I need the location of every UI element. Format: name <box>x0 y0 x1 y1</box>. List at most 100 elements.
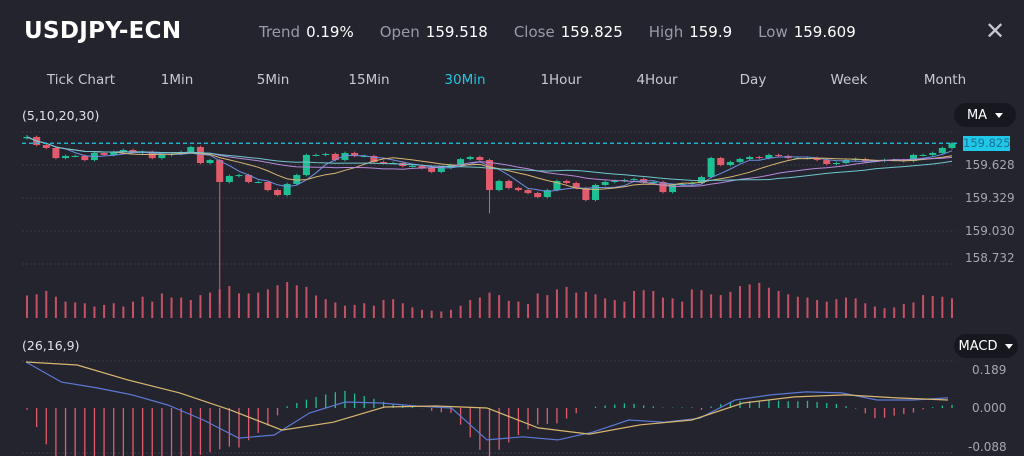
last-price-label: 159.825 <box>963 136 1011 151</box>
volume-bar <box>864 303 867 318</box>
candle-body <box>601 181 609 185</box>
candle-body <box>697 177 705 183</box>
volume-bar <box>45 291 48 318</box>
volume-bar <box>131 301 134 318</box>
ma-indicator-dropdown[interactable]: MA <box>954 103 1016 127</box>
candle-body <box>370 155 378 163</box>
volume-bar <box>575 292 578 318</box>
tab-1min[interactable]: 1Min <box>160 72 194 88</box>
candle-body <box>274 190 282 196</box>
candle-body <box>746 157 754 160</box>
volume-bar <box>257 292 260 318</box>
volume-bar <box>353 304 356 318</box>
volume-bar <box>160 293 163 318</box>
candle-body <box>216 160 224 182</box>
candle-body <box>505 181 513 188</box>
volume-bar <box>449 309 452 318</box>
candle-body <box>302 154 310 176</box>
tab-4hour[interactable]: 4Hour <box>636 72 678 88</box>
volume-bar <box>469 300 472 318</box>
candle-body <box>938 148 946 153</box>
volume-bar <box>372 305 375 318</box>
volume-bar <box>459 305 462 318</box>
volume-bar <box>286 282 289 318</box>
ma5-line <box>26 136 953 193</box>
stat-value: 159.825 <box>560 23 623 41</box>
volume-bar <box>517 301 520 318</box>
tab-5min[interactable]: 5Min <box>256 72 290 88</box>
candle-body <box>119 149 127 152</box>
candle-body <box>466 157 474 160</box>
candle-body <box>765 154 773 159</box>
macd-indicator-dropdown[interactable]: MACD <box>954 334 1018 358</box>
candle-body <box>649 181 657 183</box>
volume-bar <box>209 292 212 318</box>
volume-bar <box>690 289 693 318</box>
volume-bar <box>893 307 896 318</box>
volume-bar <box>363 303 366 318</box>
stat-open: Open 159.518 <box>380 23 488 41</box>
volume-bar <box>343 305 346 318</box>
candle-body <box>23 136 31 139</box>
y-axis-label: 159.628 <box>965 158 1015 172</box>
volume-bar <box>64 301 67 318</box>
candle-body <box>553 181 561 191</box>
volume-bar <box>845 297 848 318</box>
volume-bar <box>430 310 433 318</box>
candle-body <box>235 175 243 177</box>
tab-1hour[interactable]: 1Hour <box>540 72 582 88</box>
y-axis-label: 158.732 <box>965 251 1015 265</box>
timeframe-tabs: Tick Chart 1Min 5Min 15Min 30Min 1Hour 4… <box>0 72 1024 92</box>
volume-bar <box>247 293 250 318</box>
volume-bar <box>681 301 684 318</box>
candle-body <box>563 181 571 183</box>
stat-value: 159.518 <box>425 23 488 41</box>
volume-bar <box>922 295 925 318</box>
volume-bar <box>854 298 857 318</box>
candle-body <box>678 183 686 185</box>
volume-bar <box>700 290 703 318</box>
stat-value: 159.9 <box>689 23 733 41</box>
candle-body <box>148 151 156 159</box>
candle-body <box>909 154 917 162</box>
tab-tick-chart[interactable]: Tick Chart <box>46 72 116 88</box>
tab-15min[interactable]: 15Min <box>348 72 390 88</box>
volume-bar <box>488 292 491 318</box>
stat-label: High <box>648 23 684 41</box>
volume-bar <box>122 306 125 318</box>
tab-week[interactable]: Week <box>830 72 868 88</box>
candle-body <box>813 158 821 161</box>
volume-bar <box>276 285 279 318</box>
chevron-down-icon <box>995 112 1004 118</box>
volume-bar <box>237 293 240 318</box>
candle-body <box>110 151 118 155</box>
y-axis-label: 159.329 <box>965 191 1015 205</box>
volume-bar <box>546 295 549 318</box>
stat-trend: Trend 0.19% <box>259 23 354 41</box>
volume-bar <box>536 293 539 318</box>
volume-bar <box>507 300 510 318</box>
volume-bar <box>411 307 414 318</box>
volume-bar <box>180 297 183 318</box>
tab-day[interactable]: Day <box>739 72 767 88</box>
candle-body <box>245 175 253 182</box>
candle-body <box>408 165 416 167</box>
symbol-title: USDJPY-ECN <box>24 18 182 44</box>
stat-label: Close <box>513 23 555 41</box>
macd-axis-label: 0.000 <box>972 401 1007 415</box>
volume-bar <box>565 286 568 318</box>
tab-month[interactable]: Month <box>923 72 967 88</box>
stat-value: 159.609 <box>793 23 856 41</box>
close-icon[interactable]: ✕ <box>985 17 1006 45</box>
candle-body <box>707 158 715 178</box>
candle-body <box>659 181 667 193</box>
ma-dropdown-label: MA <box>966 107 988 123</box>
volume-bar <box>83 303 86 318</box>
tab-30min[interactable]: 30Min <box>444 72 486 88</box>
candle-body <box>755 157 763 159</box>
volume-bar <box>652 291 655 318</box>
candle-body <box>476 157 484 161</box>
macd-dropdown-label: MACD <box>958 338 998 354</box>
volume-bar <box>642 290 645 318</box>
